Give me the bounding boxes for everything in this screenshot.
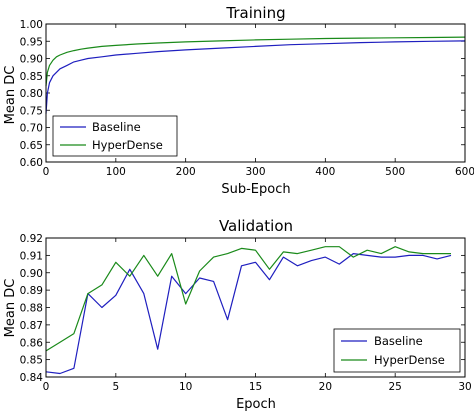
validation-x-tick-label: 15 [249,381,262,393]
training-series-line-hyperdense [45,36,466,87]
training-x-tick-label: 400 [315,166,335,178]
training-legend-box [52,115,178,157]
validation-series-line-hyperdense [45,246,451,352]
training-chart-title: Training [225,4,285,22]
training-x-tick-label: 100 [106,166,126,178]
training-y-axis-label: Mean DC [3,66,18,125]
training-x-tick-label: 300 [245,166,265,178]
training-y-tick-label: 0.70 [20,123,43,135]
validation-legend-box [333,328,461,373]
validation-chart-title: Validation [219,217,293,235]
validation-y-tick-label: 0.84 [20,372,44,384]
validation-series-lines [45,246,452,375]
training-y-tick-label: 0.60 [20,157,43,169]
training-y-tick-label: 0.75 [20,105,43,117]
training-x-tick-label: 600 [455,166,474,178]
validation-y-tick-label: 0.91 [20,250,43,262]
training-chart: Training Sub-Epoch Mean DC 0 100 200 300 400… [3,4,474,197]
training-x-tick-label: 0 [43,166,50,178]
validation-x-tick-label: 25 [388,381,401,393]
validation-legend-label-hyperdense: HyperDense [374,353,445,367]
validation-y-tick-label: 0.90 [20,268,43,280]
validation-chart: Validation Epoch Mean DC 0 5 10 15 20 25 30 0.8… [3,217,472,412]
training-y-tick-label: 1.00 [20,19,43,31]
training-x-tick-label: 500 [385,166,405,178]
validation-x-axis-label: Epoch [236,397,276,412]
training-series-line-baseline [45,40,466,114]
validation-x-tick-label: 10 [179,381,192,393]
validation-plot-frame [45,237,466,378]
validation-x-tick-label: 20 [319,381,332,393]
training-ticks: 0 100 200 300 400 500 600 0.60 0.65 0.70 0.75 0.80 0… [20,19,474,178]
validation-legend-label-baseline: Baseline [374,334,423,348]
validation-series-line-baseline [45,253,452,375]
training-y-tick-label: 0.80 [20,88,43,100]
training-legend-label-baseline: Baseline [92,120,141,134]
training-y-tick-label: 0.65 [20,140,43,152]
validation-y-tick-label: 0.89 [20,285,43,297]
training-x-tick-label: 200 [176,166,196,178]
validation-y-tick-label: 0.92 [20,233,43,245]
training-y-tick-label: 0.95 [20,36,43,48]
validation-y-axis-label: Mean DC [3,279,18,338]
training-legend-label-hyperdense: HyperDense [92,138,163,152]
training-series-lines [45,36,466,114]
training-y-tick-label: 0.90 [20,54,43,66]
validation-y-tick-label: 0.85 [20,355,43,367]
validation-x-tick-label: 30 [458,381,471,393]
validation-y-tick-label: 0.86 [20,337,44,349]
validation-y-tick-label: 0.87 [20,320,43,332]
validation-x-tick-label: 5 [112,381,119,393]
training-plot-frame [45,23,466,163]
training-legend: Baseline HyperDense [52,115,178,157]
training-y-tick-label: 0.85 [20,71,43,83]
validation-x-tick-label: 0 [43,381,50,393]
validation-legend: Baseline HyperDense [333,328,461,373]
validation-y-tick-label: 0.88 [20,303,43,315]
training-x-axis-label: Sub-Epoch [221,182,290,197]
